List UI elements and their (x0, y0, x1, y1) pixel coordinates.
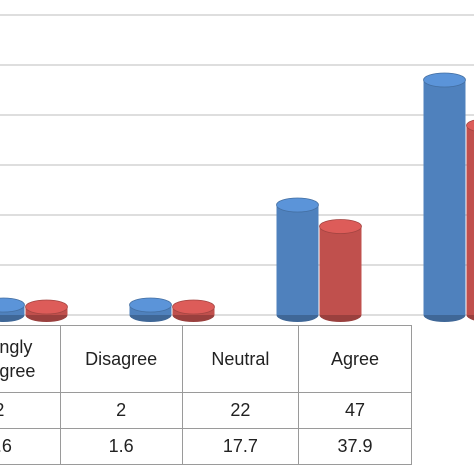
bar (423, 72, 466, 322)
table-cell: 47 (298, 392, 412, 429)
bar (0, 297, 25, 322)
table-cell: 2 (59, 392, 183, 429)
table-cell: Disagree (59, 325, 183, 393)
table-cell: Neutral (181, 325, 300, 393)
bar (172, 299, 215, 322)
value-row: 222247 (0, 392, 412, 429)
table-cell: Strongly Disagree (0, 325, 61, 393)
bar-body (319, 226, 362, 315)
bar (466, 119, 474, 321)
value-row: 1.61.617.737.9 (0, 428, 412, 465)
bar-body (423, 80, 466, 315)
bar-top (276, 197, 319, 213)
bar-top (0, 297, 25, 313)
bar-top (172, 299, 215, 315)
bar (25, 299, 68, 322)
bar-top (423, 72, 466, 88)
bar (319, 219, 362, 322)
plot-area (0, 14, 474, 322)
bar-top (129, 297, 172, 313)
table-cell: 1.6 (0, 428, 61, 465)
bar-body (276, 205, 319, 315)
bar-body (466, 125, 474, 315)
bar-top (319, 219, 362, 234)
table-cell: 1.6 (59, 428, 183, 465)
table-cell: 22 (181, 392, 300, 429)
data-table: Strongly DisagreeDisagreeNeutralAgree222… (0, 325, 412, 465)
bar (276, 197, 319, 322)
table-cell: 2 (0, 392, 61, 429)
category-row: Strongly DisagreeDisagreeNeutralAgree (0, 325, 412, 393)
bar-top (25, 299, 68, 315)
table-cell: 37.9 (298, 428, 412, 465)
bar-top (466, 119, 474, 132)
table-cell: Agree (298, 325, 412, 393)
bar (129, 297, 172, 322)
table-cell: 17.7 (181, 428, 300, 465)
